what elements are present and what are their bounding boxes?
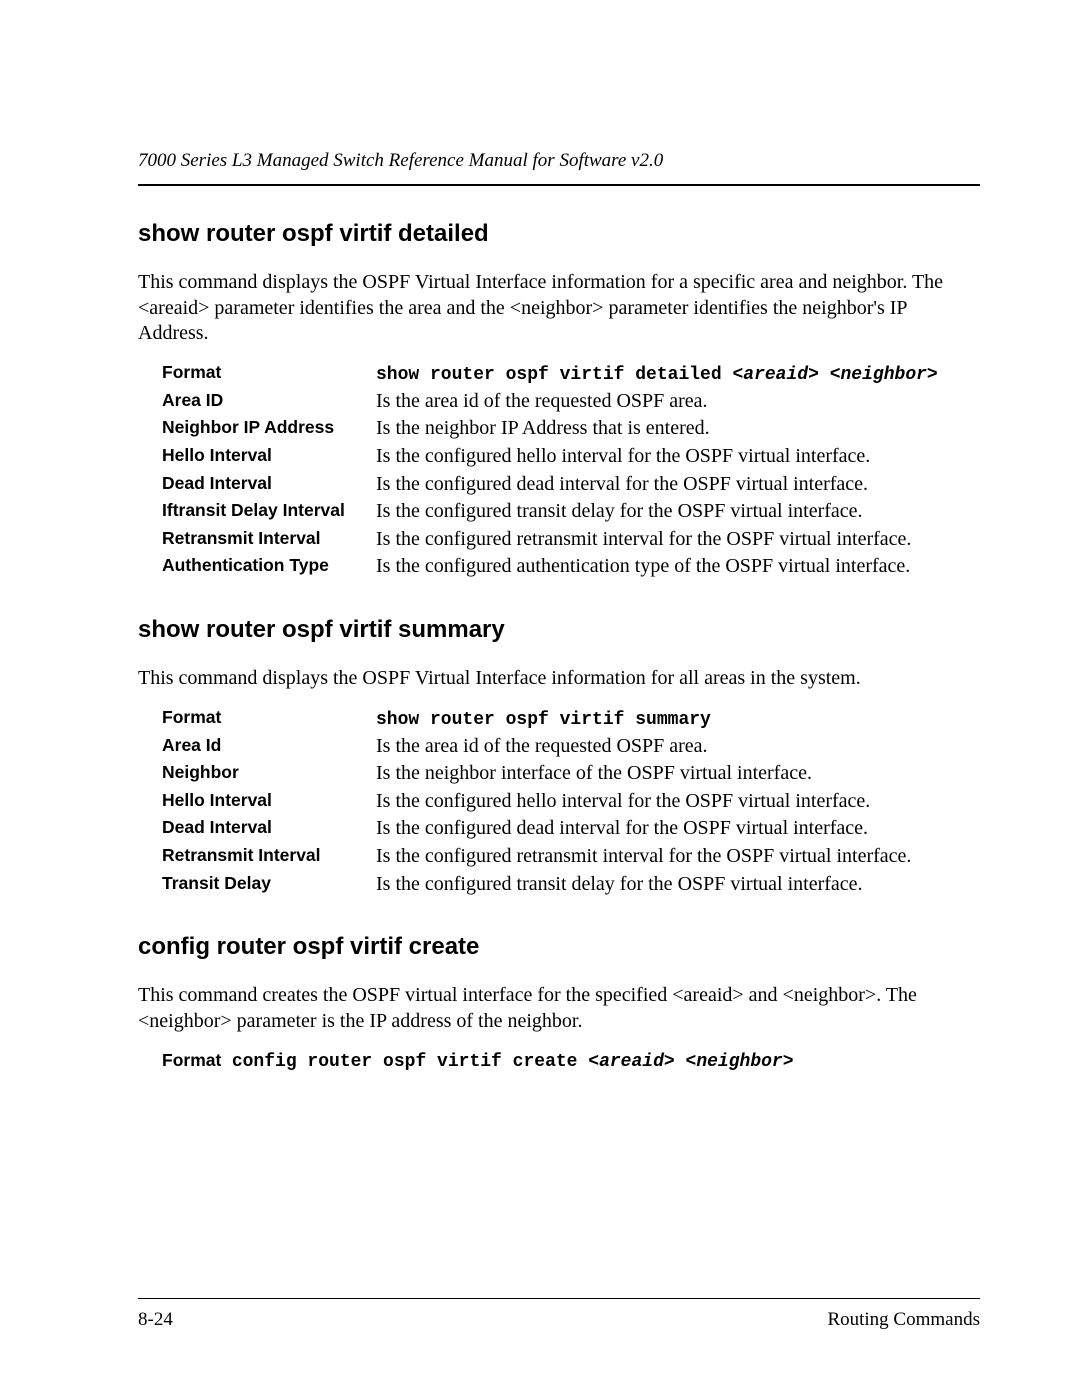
row-retransmit: Retransmit Interval Is the configured re… bbox=[162, 844, 980, 870]
row-auth: Authentication Type Is the configured au… bbox=[162, 554, 980, 580]
row-format: Format show router ospf virtif summary bbox=[162, 706, 980, 732]
cmd-arg: <areaid> bbox=[732, 365, 818, 385]
cmd-space bbox=[675, 1052, 686, 1072]
value-hello: Is the configured hello interval for the… bbox=[376, 789, 980, 815]
section-title-detailed: show router ospf virtif detailed bbox=[138, 220, 980, 248]
row-hello: Hello Interval Is the configured hello i… bbox=[162, 789, 980, 815]
row-dead: Dead Interval Is the configured dead int… bbox=[162, 816, 980, 842]
def-table-detailed: Format show router ospf virtif detailed … bbox=[162, 361, 980, 580]
row-dead: Dead Interval Is the configured dead int… bbox=[162, 472, 980, 498]
row-transit: Transit Delay Is the configured transit … bbox=[162, 872, 980, 898]
label-format: Format bbox=[162, 706, 376, 728]
label-hello: Hello Interval bbox=[162, 444, 376, 466]
intro-summary: This command displays the OSPF Virtual I… bbox=[138, 666, 980, 692]
cmd-text: config router ospf virtif create bbox=[232, 1052, 588, 1072]
cmd-text: show router ospf virtif summary bbox=[376, 710, 711, 730]
label-auth: Authentication Type bbox=[162, 554, 376, 576]
value-neighbor: Is the neighbor interface of the OSPF vi… bbox=[376, 761, 980, 787]
label-dead: Dead Interval bbox=[162, 472, 376, 494]
label-neighbor-ip: Neighbor IP Address bbox=[162, 416, 376, 438]
document-page: 7000 Series L3 Managed Switch Reference … bbox=[0, 0, 1080, 1397]
label-format-inline: Format bbox=[162, 1050, 221, 1070]
label-hello: Hello Interval bbox=[162, 789, 376, 811]
intro-create: This command creates the OSPF virtual in… bbox=[138, 983, 980, 1034]
value-retransmit: Is the configured retransmit interval fo… bbox=[376, 527, 980, 553]
running-head: 7000 Series L3 Managed Switch Reference … bbox=[138, 150, 980, 186]
row-neighbor: Neighbor Is the neighbor interface of th… bbox=[162, 761, 980, 787]
cmd-text: show router ospf virtif detailed bbox=[376, 365, 732, 385]
label-retransmit: Retransmit Interval bbox=[162, 844, 376, 866]
label-retransmit: Retransmit Interval bbox=[162, 527, 376, 549]
row-area-id: Area Id Is the area id of the requested … bbox=[162, 734, 980, 760]
value-area-id: Is the area id of the requested OSPF are… bbox=[376, 734, 980, 760]
chapter-name: Routing Commands bbox=[827, 1309, 980, 1331]
label-transit: Transit Delay bbox=[162, 872, 376, 894]
value-dead: Is the configured dead interval for the … bbox=[376, 816, 980, 842]
value-format: show router ospf virtif summary bbox=[376, 706, 980, 732]
value-hello: Is the configured hello interval for the… bbox=[376, 444, 980, 470]
value-format: show router ospf virtif detailed <areaid… bbox=[376, 361, 980, 387]
page-footer: 8-24 Routing Commands bbox=[138, 1298, 980, 1331]
def-table-summary: Format show router ospf virtif summary A… bbox=[162, 706, 980, 898]
section-title-summary: show router ospf virtif summary bbox=[138, 616, 980, 644]
value-auth: Is the configured authentication type of… bbox=[376, 554, 980, 580]
label-format: Format bbox=[162, 361, 376, 383]
row-neighbor-ip: Neighbor IP Address Is the neighbor IP A… bbox=[162, 416, 980, 442]
cmd-space bbox=[819, 365, 830, 385]
label-iftransit: Iftransit Delay Interval bbox=[162, 499, 376, 521]
page-number: 8-24 bbox=[138, 1309, 173, 1331]
inline-format-create: Format config router ospf virtif create … bbox=[162, 1048, 980, 1075]
row-area-id: Area ID Is the area id of the requested … bbox=[162, 389, 980, 415]
label-area-id: Area ID bbox=[162, 389, 376, 411]
value-area-id: Is the area id of the requested OSPF are… bbox=[376, 389, 980, 415]
value-retransmit: Is the configured retransmit interval fo… bbox=[376, 844, 980, 870]
label-dead: Dead Interval bbox=[162, 816, 376, 838]
label-neighbor: Neighbor bbox=[162, 761, 376, 783]
section-title-create: config router ospf virtif create bbox=[138, 933, 980, 961]
row-iftransit: Iftransit Delay Interval Is the configur… bbox=[162, 499, 980, 525]
cmd-arg: <neighbor> bbox=[686, 1052, 794, 1072]
label-area-id: Area Id bbox=[162, 734, 376, 756]
row-hello: Hello Interval Is the configured hello i… bbox=[162, 444, 980, 470]
intro-detailed: This command displays the OSPF Virtual I… bbox=[138, 270, 980, 347]
row-retransmit: Retransmit Interval Is the configured re… bbox=[162, 527, 980, 553]
cmd-arg: <areaid> bbox=[588, 1052, 674, 1072]
value-neighbor-ip: Is the neighbor IP Address that is enter… bbox=[376, 416, 980, 442]
cmd-arg: <neighbor> bbox=[830, 365, 938, 385]
row-format: Format show router ospf virtif detailed … bbox=[162, 361, 980, 387]
value-transit: Is the configured transit delay for the … bbox=[376, 872, 980, 898]
value-dead: Is the configured dead interval for the … bbox=[376, 472, 980, 498]
value-iftransit: Is the configured transit delay for the … bbox=[376, 499, 980, 525]
